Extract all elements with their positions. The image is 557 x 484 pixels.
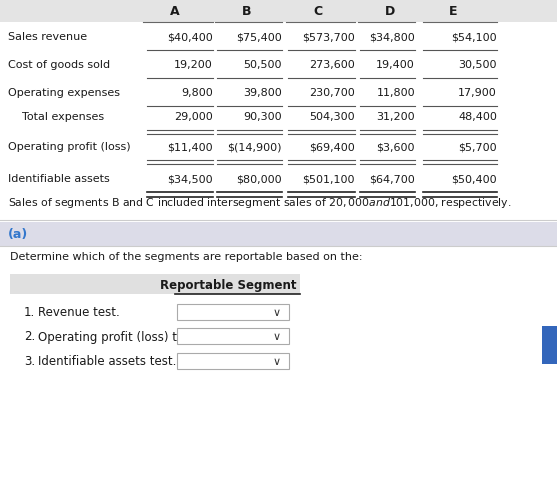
Text: 29,000: 29,000 [174,112,213,122]
Text: $34,500: $34,500 [167,174,213,183]
Text: 273,600: 273,600 [309,60,355,70]
Text: 19,200: 19,200 [174,60,213,70]
Text: Identifiable assets: Identifiable assets [8,174,110,183]
Text: $75,400: $75,400 [236,32,282,42]
Text: $50,400: $50,400 [451,174,497,183]
Text: 50,500: 50,500 [243,60,282,70]
Text: D: D [385,5,395,18]
Text: Operating profit (loss): Operating profit (loss) [8,142,131,151]
Text: $11,400: $11,400 [167,142,213,151]
Text: ∨: ∨ [273,332,281,341]
Text: 11,800: 11,800 [377,88,415,98]
Text: 504,300: 504,300 [309,112,355,122]
Text: Total expenses: Total expenses [22,112,104,122]
Text: $69,400: $69,400 [309,142,355,151]
Text: 1.: 1. [24,306,35,319]
Text: $54,100: $54,100 [451,32,497,42]
Text: 39,800: 39,800 [243,88,282,98]
Bar [177,328,289,344]
Text: 31,200: 31,200 [377,112,415,122]
Text: (a): (a) [8,228,28,241]
Text: ∨: ∨ [273,307,281,318]
Text: $34,800: $34,800 [369,32,415,42]
Text: Sales revenue: Sales revenue [8,32,87,42]
Text: 30,500: 30,500 [458,60,497,70]
Text: $5,700: $5,700 [458,142,497,151]
Text: $501,100: $501,100 [302,174,355,183]
Text: C: C [314,5,323,18]
Text: Determine which of the segments are reportable based on the:: Determine which of the segments are repo… [10,252,363,261]
Text: 48,400: 48,400 [458,112,497,122]
Text: ∨: ∨ [273,356,281,366]
Text: 3.: 3. [24,355,35,368]
Text: Cost of goods sold: Cost of goods sold [8,60,110,70]
Text: Reportable Segment: Reportable Segment [159,278,296,291]
Text: 90,300: 90,300 [243,112,282,122]
Text: A: A [170,5,180,18]
Bar [10,274,300,294]
Text: Operating profit (loss) test.: Operating profit (loss) test. [38,330,199,343]
Bar [177,304,289,320]
Text: $573,700: $573,700 [302,32,355,42]
Text: E: E [449,5,457,18]
Text: 19,400: 19,400 [376,60,415,70]
Text: Identifiable assets test.: Identifiable assets test. [38,355,177,368]
Text: Sales of segments B and C included intersegment sales of $20,000 and $101,000, r: Sales of segments B and C included inter… [8,196,511,210]
Text: $3,600: $3,600 [377,142,415,151]
Bar [0,0,557,23]
Text: Revenue test.: Revenue test. [38,306,120,319]
Text: B: B [242,5,252,18]
Text: $64,700: $64,700 [369,174,415,183]
Text: Operating expenses: Operating expenses [8,88,120,98]
Bar [177,353,289,369]
Text: $(14,900): $(14,900) [227,142,282,151]
Bar [542,326,557,364]
Text: $80,000: $80,000 [236,174,282,183]
Text: 230,700: 230,700 [309,88,355,98]
Bar [0,223,557,246]
Text: 2.: 2. [24,330,35,343]
Text: 9,800: 9,800 [181,88,213,98]
Text: 17,900: 17,900 [458,88,497,98]
Text: $40,400: $40,400 [167,32,213,42]
